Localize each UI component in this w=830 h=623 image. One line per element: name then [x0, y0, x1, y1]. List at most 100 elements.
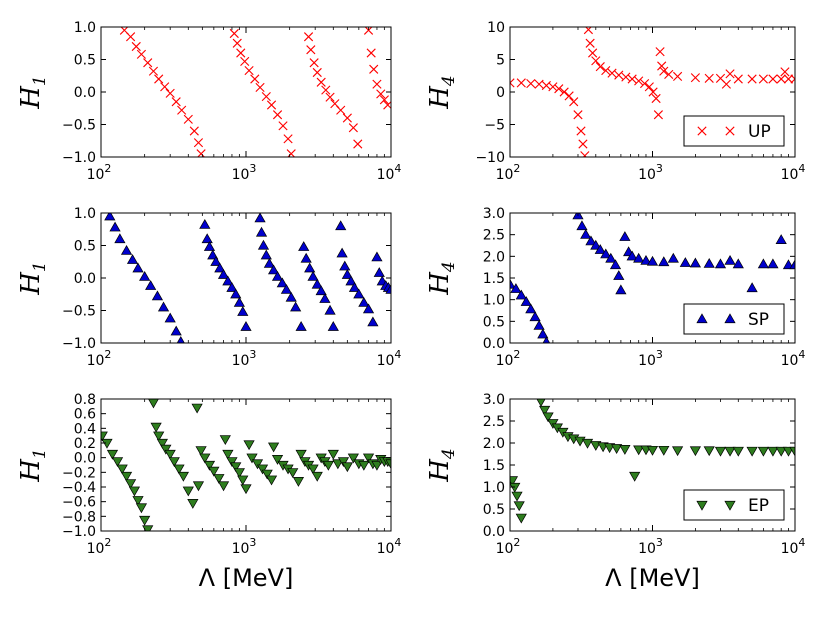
- data-point: [783, 74, 794, 84]
- data-point: [629, 471, 641, 482]
- data-point: [139, 270, 151, 281]
- x-tick-label: 103: [232, 348, 257, 369]
- data-point: [148, 399, 159, 409]
- y-tick-label: 0.0: [74, 271, 96, 287]
- y-tick-label: 10: [487, 20, 505, 36]
- data-point: [240, 321, 252, 331]
- data-point: [257, 239, 270, 250]
- data-point: [510, 78, 515, 88]
- data-point: [193, 138, 204, 148]
- y-tick-label: −0.5: [62, 118, 96, 134]
- data-point: [303, 32, 314, 42]
- data-point: [790, 74, 795, 84]
- y-tick-label: 0.0: [483, 524, 505, 540]
- data-point: [583, 27, 593, 35]
- data-point: [128, 486, 141, 497]
- data-point: [132, 262, 144, 273]
- legend-marker: [696, 313, 708, 324]
- y-axis-label: H4: [425, 75, 459, 110]
- data-point: [321, 85, 331, 95]
- legend-label: UP: [748, 122, 771, 142]
- data-point: [316, 77, 326, 87]
- data-point: [358, 460, 370, 471]
- data-point: [358, 296, 370, 307]
- data-point: [157, 301, 170, 312]
- y-tick-label: 0.5: [483, 502, 505, 518]
- data-point: [659, 66, 669, 76]
- data-point: [232, 38, 242, 48]
- data-point: [725, 69, 735, 79]
- data-point: [640, 254, 652, 265]
- x-tick-label: 104: [377, 348, 402, 369]
- data-point: [348, 282, 361, 292]
- data-point: [644, 82, 654, 92]
- data-point: [619, 445, 631, 455]
- y-tick-label: −1.0: [62, 524, 96, 540]
- data-point: [170, 325, 182, 336]
- x-tick-label: 103: [638, 162, 663, 183]
- data-point: [306, 45, 316, 55]
- data-point: [379, 95, 389, 105]
- y-tick-label: −0.5: [62, 304, 96, 320]
- data-point: [732, 446, 744, 457]
- data-point: [156, 438, 168, 449]
- data-point: [651, 93, 661, 104]
- data-point: [789, 446, 795, 457]
- data-point: [246, 453, 258, 464]
- y-tick-label: 3.0: [483, 392, 505, 408]
- data-point: [679, 257, 691, 267]
- data-point: [203, 241, 216, 251]
- data-point: [733, 74, 743, 84]
- y-tick-label: 2.5: [483, 228, 505, 244]
- data-point: [775, 446, 787, 457]
- data-point: [590, 239, 602, 250]
- data-point: [233, 296, 245, 307]
- data-point: [189, 126, 199, 136]
- y-tick-label: 0.5: [74, 53, 96, 69]
- legend: UP: [683, 115, 785, 147]
- data-point: [671, 446, 684, 457]
- data-point: [182, 486, 194, 497]
- data-point: [646, 445, 659, 456]
- x-tick-label: 104: [781, 348, 806, 369]
- data-point: [213, 474, 225, 484]
- data-point: [237, 475, 249, 486]
- series-points: [101, 399, 391, 531]
- data-point: [230, 288, 242, 299]
- data-point: [746, 446, 758, 457]
- y-axis-label: H4: [425, 448, 459, 483]
- data-point: [714, 446, 727, 457]
- data-point: [581, 438, 594, 449]
- data-point: [655, 47, 665, 57]
- legend-marker: [724, 313, 736, 324]
- data-point: [757, 258, 769, 269]
- legend-label: EP: [748, 496, 769, 516]
- data-point: [634, 76, 644, 86]
- data-point: [295, 321, 307, 331]
- x-axis-label: Λ [MeV]: [199, 564, 294, 592]
- data-point: [199, 218, 211, 229]
- data-point: [673, 71, 683, 81]
- x-tick-label: 104: [377, 536, 402, 557]
- data-point: [526, 78, 536, 89]
- data-point: [280, 283, 293, 294]
- data-point: [336, 105, 346, 115]
- data-point: [332, 459, 344, 470]
- data-point: [619, 231, 631, 241]
- data-point: [767, 446, 779, 457]
- data-point: [160, 444, 172, 455]
- data-point: [164, 449, 176, 460]
- y-tick-label: −10: [475, 150, 505, 166]
- data-point: [369, 64, 379, 74]
- data-point: [609, 259, 622, 270]
- data-point: [203, 460, 216, 471]
- data-point: [101, 438, 113, 449]
- data-point: [243, 440, 255, 451]
- x-tick-label: 103: [232, 536, 257, 557]
- data-point: [724, 446, 736, 457]
- data-point: [168, 457, 180, 468]
- data-point: [376, 89, 386, 99]
